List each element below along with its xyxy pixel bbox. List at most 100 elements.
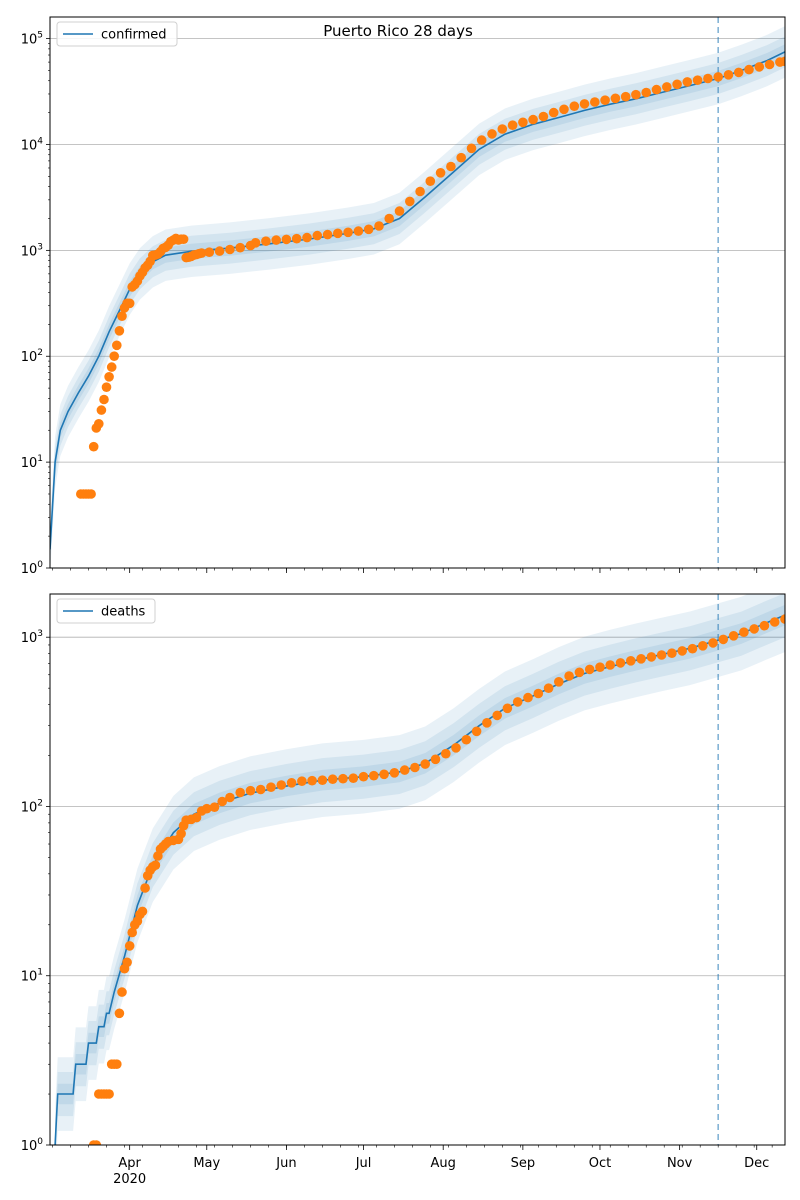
observed-point	[574, 667, 585, 678]
observed-point	[543, 683, 554, 693]
observed-point	[94, 419, 104, 429]
observed-point	[610, 93, 621, 104]
observed-point	[564, 671, 574, 681]
observed-point	[202, 803, 212, 814]
y-tick-label: 101	[21, 968, 43, 985]
observed-point	[245, 785, 256, 796]
observed-point	[518, 117, 528, 128]
x-tick-label: Jul	[355, 1156, 372, 1171]
y-tick-label: 100	[21, 1137, 44, 1154]
observed-point	[379, 769, 389, 780]
x-tick-label: May	[193, 1156, 220, 1171]
observed-point	[476, 135, 487, 145]
observed-point	[523, 692, 533, 703]
observed-point	[291, 233, 302, 244]
observed-point	[764, 59, 775, 70]
deaths-axes-frame	[49, 593, 786, 1146]
x-tick-label: Oct	[589, 1156, 611, 1171]
observed-point	[656, 650, 667, 660]
observed-point	[317, 775, 328, 785]
observed-point	[384, 213, 395, 224]
observed-point	[348, 773, 359, 783]
observed-point	[584, 664, 595, 675]
observed-point	[559, 104, 569, 115]
uncertainty-band	[55, 594, 785, 1145]
observed-point	[759, 620, 770, 631]
observed-point	[749, 624, 759, 634]
observed-point	[497, 124, 508, 134]
observed-point	[466, 143, 477, 154]
chart-title: Puerto Rico 28 days	[323, 22, 473, 40]
uncertainty-band	[55, 594, 785, 1145]
observed-point	[106, 362, 117, 372]
observed-point	[114, 1008, 125, 1019]
observed-point	[104, 372, 114, 382]
observed-point	[646, 652, 657, 662]
observed-point	[626, 656, 636, 666]
observed-point	[104, 1089, 114, 1099]
observed-point	[713, 72, 723, 82]
observed-point	[307, 775, 317, 786]
confirmed-panel: 100 101 102 103 104 105 Puerto Rico 28 days c…	[21, 16, 786, 577]
deaths-uncertainty-bands	[55, 594, 785, 1145]
observed-point	[88, 441, 99, 452]
observed-point	[692, 75, 703, 85]
observed-point	[191, 812, 202, 823]
y-tick-label: 102	[21, 798, 43, 815]
observed-point	[235, 242, 245, 253]
observed-point	[109, 351, 119, 362]
observed-point	[114, 326, 125, 336]
observed-point	[461, 734, 472, 745]
observed-point	[631, 89, 641, 100]
observed-point	[196, 248, 207, 258]
x-tick-sublabel: 2020	[113, 1172, 146, 1187]
observed-point	[600, 95, 610, 105]
observed-point	[512, 697, 523, 707]
observed-point	[399, 765, 410, 775]
observed-point	[137, 906, 148, 917]
observed-point	[533, 688, 544, 699]
observed-point	[682, 77, 693, 87]
observed-point	[703, 73, 713, 84]
observed-point	[225, 792, 235, 803]
observed-point	[122, 957, 132, 968]
observed-point	[687, 643, 698, 654]
observed-point	[302, 232, 312, 243]
confirmed-grid	[50, 38, 785, 463]
y-tick-label: 101	[21, 454, 43, 471]
observed-point	[636, 654, 646, 664]
observed-point	[579, 99, 590, 109]
y-tick-label: 102	[21, 348, 43, 365]
observed-point	[677, 646, 687, 656]
observed-point	[271, 235, 282, 245]
observed-point	[297, 776, 307, 786]
observed-point	[723, 70, 734, 80]
observed-point	[312, 230, 323, 241]
observed-point	[641, 87, 651, 98]
y-tick-label: 100	[21, 560, 44, 577]
legend-box	[56, 598, 156, 624]
observed-point	[569, 101, 580, 111]
observed-point	[322, 229, 333, 240]
observed-point	[651, 84, 662, 95]
observed-point	[96, 405, 107, 415]
observed-point	[250, 238, 261, 248]
observed-point	[127, 927, 137, 938]
observed-point	[605, 660, 615, 670]
observed-point	[739, 627, 749, 637]
observed-point	[733, 67, 744, 78]
observed-point	[117, 311, 127, 322]
observed-point	[620, 91, 631, 102]
observed-point	[451, 743, 461, 753]
observed-point	[112, 1059, 122, 1069]
observed-point	[708, 638, 718, 648]
observed-point	[667, 648, 677, 658]
observed-point	[261, 236, 271, 246]
observed-point	[124, 298, 135, 309]
observed-point	[176, 828, 186, 839]
observed-point	[214, 246, 225, 256]
observed-point	[780, 614, 785, 624]
